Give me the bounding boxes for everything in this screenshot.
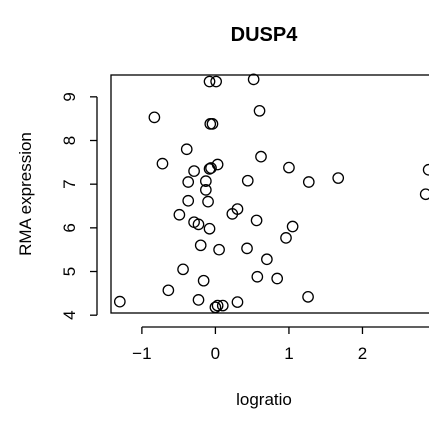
plot-frame: [110, 74, 429, 314]
data-point: [162, 284, 175, 297]
data-point: [250, 214, 263, 227]
data-point: [241, 242, 253, 255]
data-point: [332, 172, 345, 184]
data-point: [216, 299, 229, 312]
data-point: [192, 294, 205, 306]
y-tick-label: 9: [60, 92, 79, 101]
x-axis: −10123: [132, 326, 429, 363]
y-tick-label: 5: [60, 267, 79, 276]
data-point: [231, 296, 244, 308]
data-point: [182, 194, 195, 207]
data-point: [188, 165, 200, 177]
data-point: [148, 111, 161, 124]
x-axis-label: logratio: [236, 390, 292, 409]
data-points: [113, 73, 429, 314]
data-point: [302, 176, 315, 188]
data-point: [271, 272, 284, 285]
x-tick-label: 0: [211, 344, 220, 363]
data-point: [255, 150, 267, 163]
x-tick-label: −1: [132, 344, 151, 363]
data-point: [210, 75, 222, 88]
data-point: [419, 188, 429, 201]
data-point: [213, 243, 225, 256]
data-point: [197, 274, 210, 287]
data-point: [113, 295, 126, 308]
y-axis: 4 5 6 7 8 9: [60, 92, 98, 320]
data-point: [286, 220, 299, 233]
y-tick-label: 4: [60, 310, 79, 319]
x-tick-label: 1: [284, 344, 293, 363]
x-tick-label: 2: [358, 344, 367, 363]
data-point: [203, 222, 216, 235]
data-point: [247, 73, 260, 86]
data-point: [211, 299, 224, 312]
data-point: [173, 208, 186, 221]
data-point: [209, 301, 222, 314]
data-point: [156, 157, 169, 170]
data-point: [251, 270, 264, 283]
data-point: [241, 174, 254, 187]
data-point: [261, 253, 273, 266]
data-point: [280, 232, 292, 244]
data-point: [180, 143, 193, 156]
data-point: [283, 161, 295, 174]
y-tick-label: 6: [60, 223, 79, 232]
data-point: [200, 175, 212, 187]
y-tick-label: 8: [60, 136, 79, 145]
data-point: [177, 263, 189, 276]
data-point: [203, 75, 216, 88]
data-point: [200, 184, 212, 196]
data-point: [182, 176, 195, 188]
y-tick-label: 7: [60, 179, 79, 188]
y-axis-label: RMA expression: [16, 132, 35, 256]
data-point: [194, 239, 207, 252]
data-point: [204, 118, 217, 130]
data-point: [253, 104, 266, 117]
data-point: [211, 158, 224, 171]
chart-title: DUSP4: [231, 24, 299, 46]
data-point: [422, 163, 429, 176]
data-point: [192, 218, 205, 231]
data-point: [302, 290, 314, 303]
data-point: [226, 208, 239, 220]
data-point: [202, 195, 214, 208]
